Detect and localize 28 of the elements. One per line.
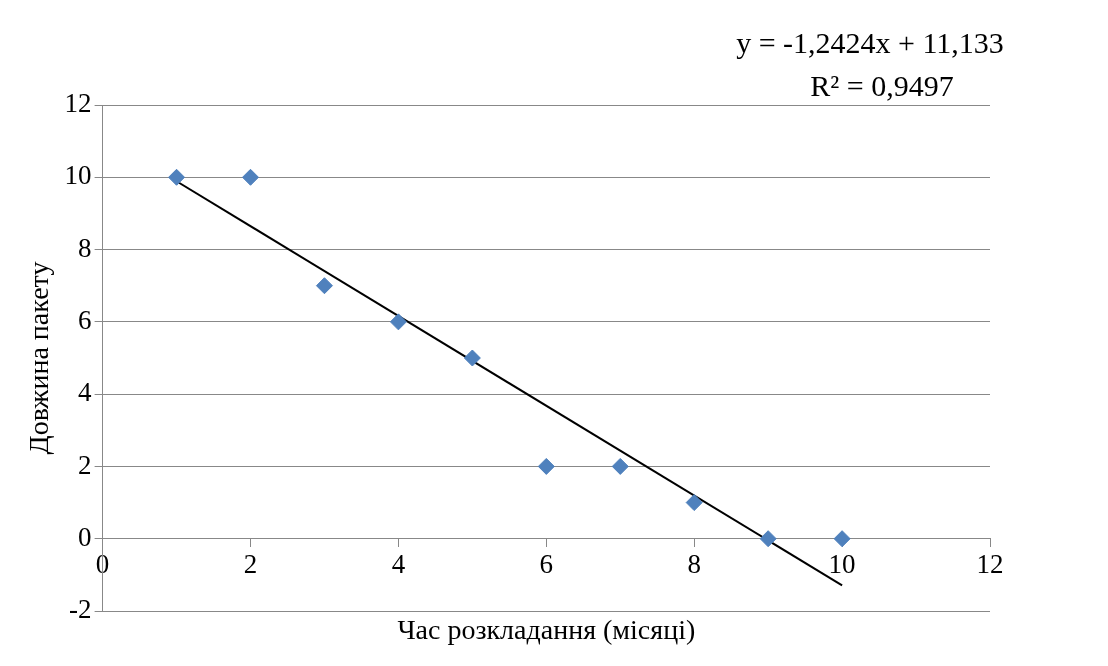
text: R² = 0,9497 [810,68,954,102]
y-tick-label: 10 [64,160,92,191]
y-tick-label: 2 [78,449,92,480]
text: y = -1,2424x + 11,133 [736,25,1004,59]
point [463,349,481,367]
y-tick-label: 12 [64,88,92,119]
point [315,277,333,295]
y-axis-title: Довжина пакету [23,261,55,455]
y-tick-label: 6 [78,304,92,335]
point [242,168,259,186]
point [611,457,629,475]
x-tick-label: 2 [243,549,258,580]
y-tick-label: -2 [69,594,92,625]
point [537,457,555,475]
point [389,313,407,331]
y-tick-label: 8 [78,232,92,263]
point [833,530,851,548]
point [759,530,777,548]
x-tick-label: 4 [391,549,406,580]
y-tick-label: 0 [78,521,92,552]
x-tick-label: 6 [539,549,554,580]
point [168,168,186,186]
x-tick-label: 8 [687,549,701,580]
x-tick-label: 12 [976,549,1004,580]
x-axis-title: Час розкладання (місяці) [397,614,696,646]
point [685,494,703,512]
x-tick-label: 10 [828,549,856,580]
y-tick-label: 4 [78,377,93,408]
